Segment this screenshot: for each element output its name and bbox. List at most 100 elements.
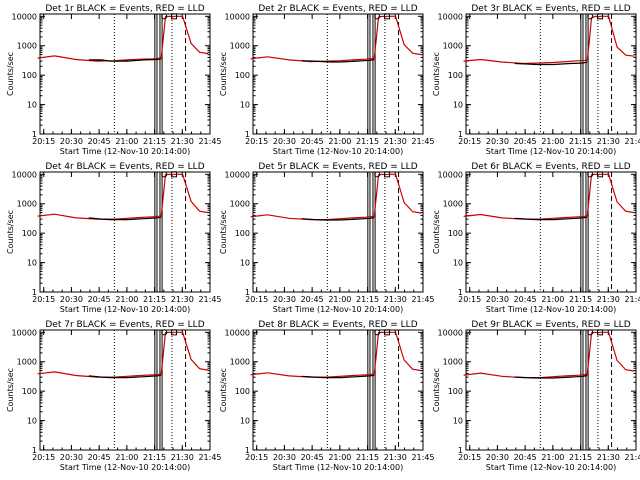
y-tick-label: 1000	[230, 358, 250, 367]
y-tick-label: 1000	[230, 200, 250, 209]
x-tick-label: 20:30	[273, 453, 296, 462]
x-tick-label: 20:45	[514, 295, 537, 304]
y-tick-label: 1	[245, 130, 250, 139]
chart-title: Det 7r BLACK = Events, RED = LLD	[45, 320, 204, 330]
x-tick-label: 21:45	[411, 295, 434, 304]
events-series-line	[301, 374, 375, 379]
y-tick-label: 10	[240, 259, 250, 268]
y-axis-label: Counts/sec	[219, 368, 228, 412]
x-tick-label: 20:45	[301, 137, 324, 146]
x-tick-label: 20:15	[458, 453, 481, 462]
event-marker	[171, 329, 178, 336]
x-tick-label: 21:00	[115, 453, 138, 462]
x-tick-label: 20:15	[458, 137, 481, 146]
y-tick-label: 1	[32, 288, 37, 297]
x-tick-label: 21:45	[624, 453, 640, 462]
chart-panel-4: Det 4r BLACK = Events, RED = LLD 1 10 100 10…	[6, 162, 222, 314]
x-tick-label: 20:45	[88, 137, 111, 146]
y-tick-label: 10000	[12, 328, 37, 337]
event-marker	[374, 329, 381, 336]
y-axis-label: Counts/sec	[432, 52, 441, 96]
event-marker	[384, 13, 391, 20]
events-series-line	[514, 374, 588, 379]
y-tick-label: 1	[458, 288, 463, 297]
event-marker	[161, 13, 168, 20]
x-tick-label: 21:45	[198, 137, 221, 146]
x-axis-label: Start Time (12-Nov-10 20:14:00)	[60, 305, 190, 314]
plot-frame	[252, 171, 424, 293]
y-axis-label: Counts/sec	[219, 52, 228, 96]
chart-title: Det 9r BLACK = Events, RED = LLD	[471, 320, 630, 330]
y-tick-label: 1000	[230, 42, 250, 51]
x-tick-label: 21:15	[569, 137, 592, 146]
y-tick-label: 100	[235, 229, 250, 238]
y-tick-label: 100	[235, 387, 250, 396]
y-tick-label: 1000	[443, 358, 463, 367]
events-series-line	[88, 216, 162, 221]
x-tick-label: 21:00	[541, 137, 564, 146]
event-marker	[597, 13, 604, 20]
plot-frame	[465, 329, 637, 451]
y-tick-label: 100	[235, 71, 250, 80]
chart-panel-3: Det 3r BLACK = Events, RED = LLD 1 10 100 10…	[432, 4, 640, 156]
y-tick-label: 1	[458, 446, 463, 455]
lld-series-line	[37, 331, 209, 378]
x-tick-label: 21:00	[115, 137, 138, 146]
y-tick-label: 10000	[12, 12, 37, 21]
y-tick-label: 10	[27, 101, 37, 110]
x-tick-label: 21:45	[624, 137, 640, 146]
x-axis-label: Start Time (12-Nov-10 20:14:00)	[273, 305, 403, 314]
events-series-line	[514, 216, 588, 221]
y-axis-label: Counts/sec	[219, 210, 228, 254]
chart-panel-8: Det 8r BLACK = Events, RED = LLD 1 10 100 10…	[219, 320, 435, 472]
x-tick-label: 21:45	[198, 453, 221, 462]
y-axis-label: Counts/sec	[432, 210, 441, 254]
x-tick-label: 21:00	[541, 453, 564, 462]
y-tick-label: 100	[22, 387, 37, 396]
x-tick-label: 21:15	[356, 453, 379, 462]
lld-series-line	[463, 331, 635, 379]
event-marker	[587, 13, 594, 20]
x-tick-label: 21:00	[541, 295, 564, 304]
x-tick-label: 21:45	[411, 453, 434, 462]
x-tick-label: 21:30	[384, 137, 407, 146]
y-axis-label: Counts/sec	[6, 210, 15, 254]
y-tick-label: 100	[448, 229, 463, 238]
y-tick-label: 1	[245, 446, 250, 455]
x-tick-label: 20:30	[60, 137, 83, 146]
x-tick-label: 21:00	[328, 453, 351, 462]
x-tick-label: 21:30	[384, 453, 407, 462]
x-tick-label: 20:15	[32, 295, 55, 304]
y-tick-label: 10000	[12, 170, 37, 179]
event-marker	[587, 329, 594, 336]
y-tick-label: 10	[240, 417, 250, 426]
x-tick-label: 20:45	[88, 453, 111, 462]
lld-series-line	[37, 15, 209, 62]
plot-frame	[39, 329, 211, 451]
y-tick-label: 1000	[17, 42, 37, 51]
events-series-line	[301, 216, 375, 221]
lld-series-line	[250, 173, 422, 221]
y-tick-label: 10	[240, 101, 250, 110]
y-tick-label: 1	[32, 130, 37, 139]
y-tick-label: 100	[448, 387, 463, 396]
y-tick-label: 1	[458, 130, 463, 139]
y-tick-label: 10000	[438, 12, 463, 21]
plot-frame	[39, 13, 211, 135]
event-marker	[597, 329, 604, 336]
x-tick-label: 21:30	[171, 137, 194, 146]
x-tick-label: 20:45	[514, 453, 537, 462]
x-tick-label: 21:30	[171, 295, 194, 304]
y-tick-label: 1	[245, 288, 250, 297]
plot-frame	[252, 13, 424, 135]
x-tick-label: 20:45	[301, 453, 324, 462]
x-axis-label: Start Time (12-Nov-10 20:14:00)	[273, 147, 403, 156]
x-tick-label: 21:30	[597, 453, 620, 462]
events-series-line	[88, 374, 162, 379]
chart-title: Det 8r BLACK = Events, RED = LLD	[258, 320, 417, 330]
x-tick-label: 21:15	[143, 295, 166, 304]
x-tick-label: 20:15	[245, 295, 268, 304]
event-marker	[171, 13, 178, 20]
y-tick-label: 100	[448, 71, 463, 80]
